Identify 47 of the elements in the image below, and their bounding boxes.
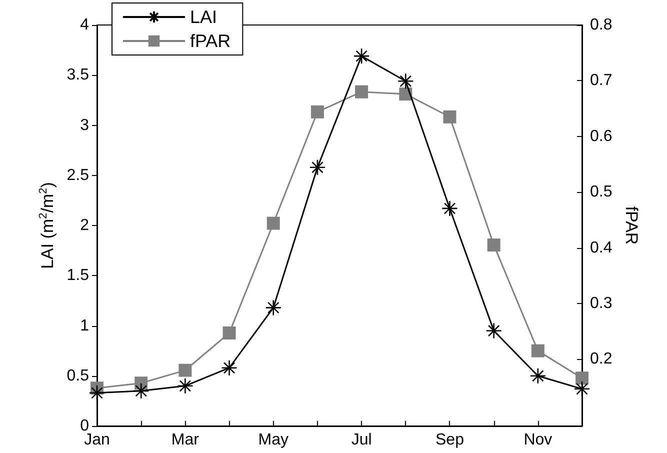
point (397, 72, 414, 90)
point (530, 368, 546, 384)
point (221, 360, 238, 376)
point (442, 200, 458, 217)
y2-axis-title: fPAR (622, 206, 642, 245)
point (132, 382, 150, 400)
y2-tick-label: 0.3 (590, 294, 612, 312)
point (353, 48, 370, 64)
y-tick-label: 0.5 (66, 367, 90, 384)
y-tick-label: 1.5 (66, 267, 90, 284)
point (309, 159, 326, 176)
y2-tick-label: 0.5 (590, 184, 612, 201)
y2-tick-label: 0.8 (590, 16, 612, 34)
legend-label: LAI (190, 7, 218, 27)
y-axis-title: LAI (m2/m2) (37, 182, 57, 269)
x-tick-label: May (258, 432, 288, 448)
point (266, 216, 280, 230)
x-tick-label: Jul (351, 432, 372, 448)
point (265, 300, 282, 316)
point (486, 322, 502, 339)
x-tick-label: Jan (84, 432, 110, 448)
point (177, 378, 194, 394)
point (222, 326, 236, 340)
x-tick-label: Mar (171, 432, 200, 448)
x-tick-label: Sep (435, 432, 464, 448)
y-tick-label: 3 (80, 116, 90, 134)
point (355, 85, 368, 98)
y2-tick-label: 0.7 (590, 72, 612, 90)
y-tick-label: 4 (80, 16, 90, 34)
y2-tick-label: 0.4 (590, 239, 612, 256)
x-tick-label: Nov (524, 432, 552, 448)
point (88, 384, 106, 402)
point (487, 238, 500, 252)
y-tick-label: 2.5 (66, 166, 90, 184)
y2-tick-label: 0.6 (590, 128, 612, 145)
point (178, 364, 192, 377)
y-tick-label: 1 (80, 317, 90, 334)
y2-tick-label: 0.2 (590, 350, 612, 368)
point (576, 372, 588, 385)
y-tick-label: 2 (80, 217, 90, 234)
y-tick-label: 3.5 (66, 66, 90, 84)
point (310, 105, 324, 118)
y-tick-label: 0 (80, 418, 90, 434)
point (574, 380, 590, 398)
point (443, 110, 456, 124)
point (531, 344, 544, 358)
legend-label: fPAR (190, 31, 231, 51)
